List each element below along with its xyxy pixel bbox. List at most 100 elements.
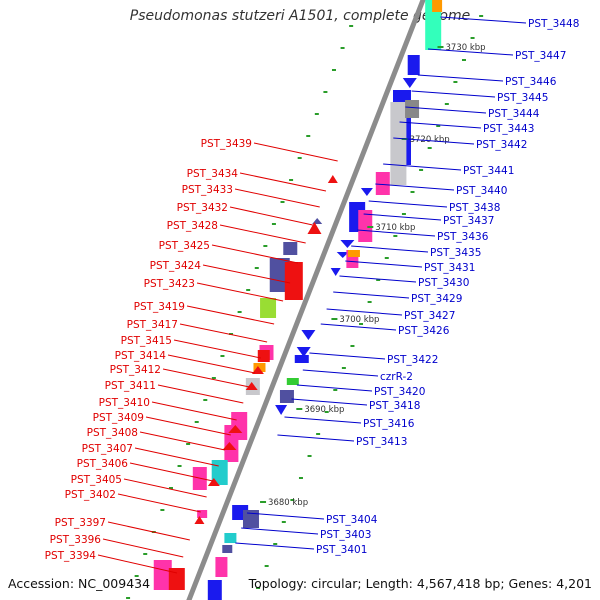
label-leader	[229, 206, 313, 226]
tick-mark	[444, 103, 449, 105]
gene-feature	[307, 222, 322, 234]
gene-feature	[327, 175, 338, 183]
reverse-gene-label: PST_3419	[134, 301, 185, 313]
gene-feature	[390, 102, 407, 185]
tick-mark	[143, 553, 148, 555]
label-leader	[284, 416, 362, 424]
tick-mark	[470, 37, 475, 39]
tick-mark	[393, 235, 398, 237]
label-leader	[417, 74, 504, 82]
tick-mark	[340, 47, 345, 49]
tick-mark	[298, 477, 303, 479]
forward-gene-label: PST_3426	[398, 325, 450, 337]
tick-mark	[237, 311, 242, 313]
label-leader	[157, 384, 244, 404]
reverse-gene-label: PST_3423	[144, 278, 195, 290]
label-leader	[167, 354, 256, 374]
tick-mark	[211, 377, 216, 379]
label-leader	[139, 431, 226, 451]
forward-gene-label: PST_3418	[369, 400, 420, 412]
tick-mark	[324, 411, 329, 413]
forward-gene-label: PST_3445	[497, 92, 548, 104]
tick-mark	[479, 15, 484, 17]
gene-feature	[330, 268, 341, 276]
reverse-gene-label: PST_3407	[82, 443, 133, 455]
label-leader	[202, 264, 291, 284]
tick-mark	[341, 367, 346, 369]
forward-gene-label: PST_3435	[430, 247, 481, 259]
forward-gene-label: PST_3436	[437, 231, 489, 243]
gene-feature	[375, 172, 390, 195]
label-leader	[345, 260, 423, 268]
reverse-gene-label: PST_3428	[167, 220, 218, 232]
reverse-gene-label: PST_3406	[77, 458, 129, 470]
gene-feature	[347, 250, 360, 257]
tick-mark	[333, 389, 338, 391]
label-leader	[234, 188, 320, 208]
gene-labels: PST_3448 PST_3447 PST_3446 PST_3445 PST_3444…	[45, 18, 580, 562]
label-leader	[399, 121, 482, 129]
genome-backbone	[186, 0, 426, 600]
backbone-line	[186, 0, 426, 600]
tick-mark	[229, 333, 234, 335]
gene-feature	[269, 258, 290, 292]
gene-feature	[251, 366, 264, 374]
reverse-gene-label: PST_3433	[182, 184, 233, 196]
gene-feature	[407, 55, 420, 75]
forward-gene-label: PST_3442	[476, 139, 527, 151]
tick-mark	[281, 521, 286, 523]
reverse-gene-label: PST_3424	[150, 260, 202, 272]
forward-gene-label: PST_3416	[363, 418, 415, 430]
gene-feature	[286, 378, 299, 385]
label-leader	[339, 275, 417, 283]
gene-feature	[425, 0, 442, 50]
tick-mark	[289, 179, 294, 181]
label-leader	[333, 291, 410, 299]
tick-mark	[271, 223, 276, 225]
gene-feature	[312, 218, 323, 224]
label-leader	[219, 224, 306, 244]
gene-feature	[215, 557, 228, 577]
gene-features	[126, 0, 484, 600]
forward-gene-label: PST_3441	[463, 165, 514, 177]
forward-gene-label: PST_3430	[418, 277, 469, 289]
scale-tick-label: 3730 kbp	[446, 43, 486, 53]
tick-mark	[307, 455, 312, 457]
tick-mark	[314, 113, 319, 115]
tick-mark	[177, 465, 182, 467]
reverse-gene-label: PST_3411	[105, 380, 156, 392]
forward-gene-label: PST_3422	[387, 354, 438, 366]
tick-mark	[264, 565, 269, 567]
label-leader	[129, 462, 213, 482]
forward-gene-label: PST_3401	[316, 544, 367, 556]
reverse-gene-label: PST_3439	[201, 138, 252, 150]
reverse-gene-label: PST_3415	[121, 335, 172, 347]
label-leaders	[97, 16, 527, 574]
reverse-gene-label: PST_3434	[187, 168, 239, 180]
scale-tick-label: 3720 kbp	[410, 135, 450, 145]
scale-tick-label: 3680 kbp	[268, 498, 308, 508]
tick-mark	[273, 543, 278, 545]
label-leader	[97, 554, 178, 574]
tick-mark	[290, 499, 295, 501]
reverse-gene-label: PST_3432	[177, 202, 228, 214]
label-leader	[368, 200, 448, 208]
label-leader	[363, 213, 442, 221]
label-leader	[151, 401, 237, 421]
tick-mark	[263, 245, 268, 247]
gene-feature	[294, 355, 309, 363]
label-leader	[173, 339, 261, 359]
label-leader	[241, 527, 319, 535]
label-leader	[107, 521, 190, 541]
gene-feature	[253, 363, 266, 372]
reverse-gene-label: PST_3425	[159, 240, 210, 252]
label-leader	[383, 163, 462, 171]
gene-feature	[360, 188, 373, 196]
label-leader	[357, 229, 436, 237]
label-leader	[235, 542, 315, 550]
tick-mark	[410, 191, 415, 193]
label-leader	[117, 493, 201, 513]
label-leader	[309, 352, 386, 360]
forward-gene-label: PST_3431	[424, 262, 475, 274]
